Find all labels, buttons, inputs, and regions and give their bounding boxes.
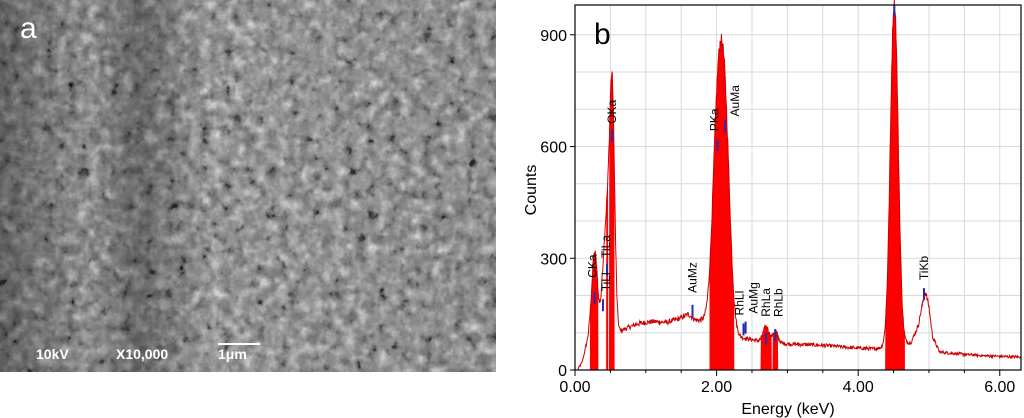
chart-grid bbox=[574, 5, 1021, 371]
peak-label-cka: CKa bbox=[586, 254, 600, 278]
y-axis-title: Counts bbox=[523, 165, 540, 216]
peak-label-till: TiLl bbox=[599, 272, 613, 291]
chart-axes: 0 300 600 900 0.00 2.00 4.00 6.00 bbox=[540, 4, 1022, 396]
y-tick-label: 300 bbox=[540, 251, 567, 268]
panel-b-letter: b bbox=[594, 18, 611, 51]
panel-a-letter: a bbox=[20, 12, 37, 45]
peak-label-tila: TiLa bbox=[599, 235, 613, 258]
plot-area bbox=[575, 5, 1021, 370]
peak-label-tikb: TiKb bbox=[917, 256, 931, 281]
sem-micrograph-panel: a 10kV X10,000 1μm bbox=[0, 0, 496, 372]
sem-voltage-label: 10kV bbox=[36, 346, 69, 362]
x-tick-label: 2.00 bbox=[701, 379, 732, 396]
peak-marker-layer bbox=[593, 5, 926, 345]
eds-spectrum-panel: CKa TiLl TiLa OKa AuMz PKa AuMa RhLl AuMg RhLa RhL… bbox=[508, 0, 1024, 418]
peak-fill-region bbox=[772, 330, 779, 370]
spectrum-line bbox=[577, 0, 1022, 370]
y-tick-label: 900 bbox=[540, 28, 567, 45]
x-axis-title: Energy (keV) bbox=[741, 401, 834, 418]
peak-label-rhll: RhLl bbox=[732, 291, 746, 316]
peak-label-aumg: AuMg bbox=[747, 282, 761, 313]
x-tick-label: 6.00 bbox=[984, 379, 1015, 396]
y-tick-label: 600 bbox=[540, 140, 567, 157]
peak-label-aumz: AuMz bbox=[686, 262, 700, 293]
peak-fill-region bbox=[760, 325, 772, 370]
x-tick-label: 4.00 bbox=[843, 379, 874, 396]
plot-frame bbox=[574, 4, 1022, 371]
sem-micrograph-image bbox=[0, 0, 496, 372]
sem-magnification-label: X10,000 bbox=[116, 346, 169, 362]
spectrum-line-layer bbox=[577, 0, 1022, 370]
peak-label-auma: AuMa bbox=[728, 85, 742, 117]
peak-label-rhla: RhLa bbox=[759, 288, 773, 317]
peak-fill-layer bbox=[589, 0, 905, 371]
sem-scale-bar bbox=[218, 343, 260, 345]
peak-fill-region bbox=[885, 0, 905, 370]
peak-label-rhlb: RhLb bbox=[771, 288, 785, 317]
peak-fill-region bbox=[589, 250, 599, 370]
x-tick-label: 0.00 bbox=[559, 379, 590, 396]
peak-fill-region bbox=[609, 71, 615, 370]
y-tick-label: 0 bbox=[558, 363, 567, 380]
sem-scale-label: 1μm bbox=[218, 346, 247, 362]
peak-label-oka: OKa bbox=[605, 99, 619, 123]
peak-label-pka: PKa bbox=[708, 108, 722, 131]
